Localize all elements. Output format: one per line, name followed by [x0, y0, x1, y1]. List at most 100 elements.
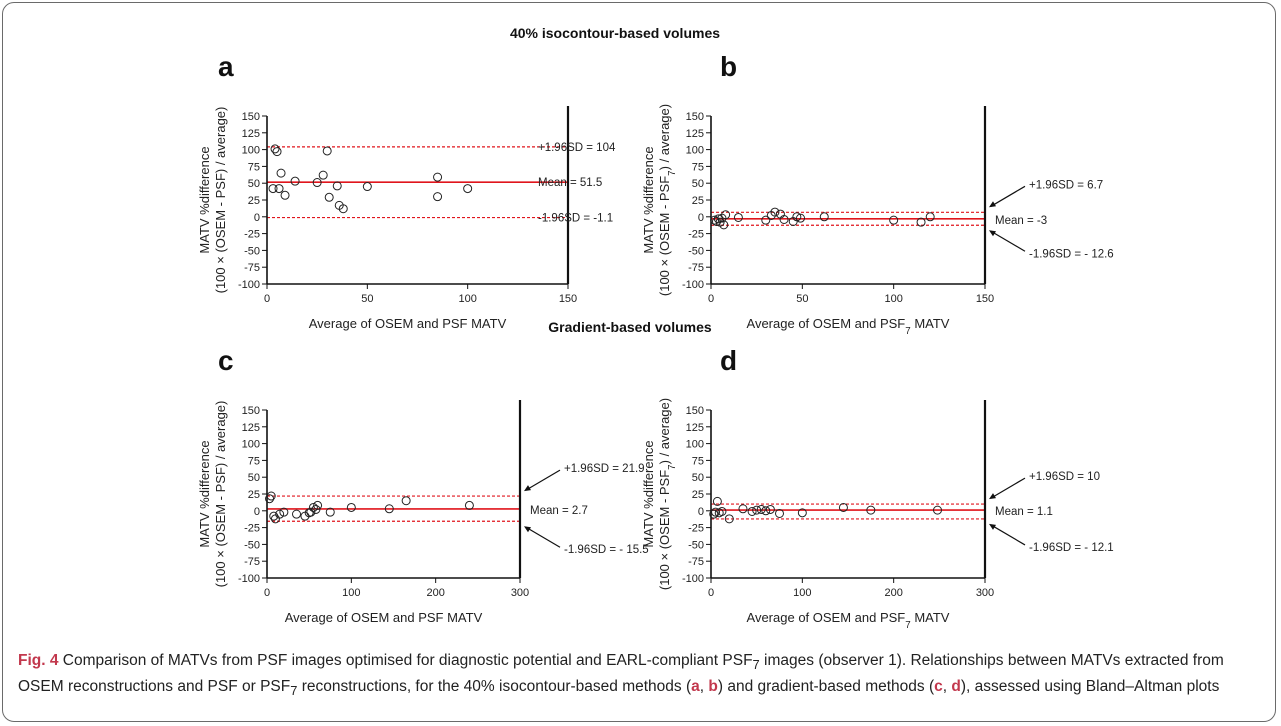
y-tick-label: 150	[242, 405, 260, 417]
upper-arrow	[990, 477, 1026, 499]
section-title-gradient: Gradient-based volumes	[548, 319, 712, 335]
x-tick-label: 200	[426, 587, 444, 599]
lower-arrow	[990, 524, 1026, 546]
y-tick-label: 125	[242, 128, 260, 140]
caption-text: Comparison of MATVs from PSF images opti…	[18, 652, 1224, 699]
upper-limit-label: +1.96SD = 104	[538, 142, 616, 154]
x-tick-label: 150	[559, 293, 577, 305]
x-tick-label: 150	[976, 293, 994, 305]
y-tick-label: 150	[242, 111, 260, 123]
y-tick-label: 0	[254, 212, 260, 224]
panel-letter: a	[218, 51, 234, 82]
figure-caption: Fig. 4 Comparison of MATVs from PSF imag…	[18, 650, 1263, 702]
data-point	[933, 505, 943, 515]
data-point	[463, 184, 473, 194]
x-tick-label: 100	[458, 293, 476, 305]
x-tick-label: 0	[264, 587, 270, 599]
data-point	[761, 506, 771, 516]
data-point	[712, 496, 722, 506]
y-tick-label: 25	[692, 195, 704, 207]
y-tick-label: 0	[698, 506, 704, 518]
y-tick-label: -50	[244, 539, 260, 551]
y-tick-label: 0	[698, 212, 704, 224]
y-tick-label: 150	[686, 405, 704, 417]
charts-layer: a -100 -75 -50 -25 0 25 50 75 100 125 150 0 50 100 150 A…	[197, 51, 1114, 631]
y-tick-label: -25	[244, 523, 260, 535]
panel-letter: d	[720, 345, 737, 376]
y-axis-label: MATV %difference	[641, 146, 656, 253]
lower-limit-label: -1.96SD = -1.1	[538, 213, 613, 225]
mean-label: Mean = -3	[995, 215, 1047, 227]
data-point	[925, 212, 935, 222]
y-tick-label: -75	[244, 556, 260, 568]
y-tick-label: -50	[244, 245, 260, 257]
lower-limit-label: -1.96SD = - 12.6	[1029, 248, 1114, 260]
data-point	[362, 182, 372, 192]
y-axis-label: (100 × (OSEM - PSF) / average)	[213, 107, 228, 294]
upper-limit-label: +1.96SD = 10	[1029, 471, 1100, 483]
lower-limit-label: -1.96SD = - 12.1	[1029, 542, 1114, 554]
data-point	[324, 192, 334, 202]
data-point	[719, 220, 729, 230]
x-tick-label: 50	[361, 293, 373, 305]
data-point	[268, 184, 278, 194]
y-tick-label: 125	[686, 128, 704, 140]
data-point	[779, 214, 789, 224]
y-tick-label: 50	[248, 472, 260, 484]
y-tick-label: 50	[692, 178, 704, 190]
data-point	[756, 504, 766, 514]
y-tick-label: 25	[248, 195, 260, 207]
data-point	[318, 170, 328, 180]
data-point	[433, 172, 443, 182]
y-tick-label: 75	[692, 161, 704, 173]
y-tick-label: -75	[244, 262, 260, 274]
upper-arrow-head	[989, 493, 996, 500]
y-tick-label: 50	[248, 178, 260, 190]
section-title-isocontour: 40% isocontour-based volumes	[510, 25, 720, 41]
upper-limit-label: +1.96SD = 6.7	[1029, 179, 1103, 191]
mean-label: Mean = 51.5	[538, 177, 602, 189]
data-point	[306, 507, 316, 517]
chart-panel-b: b -100 -75 -50 -25 0 25 50 75 100 125 150 0 50 100 150 A…	[641, 51, 1114, 337]
y-tick-label: 125	[686, 422, 704, 434]
data-point	[866, 505, 876, 515]
chart-panel-a: a -100 -75 -50 -25 0 25 50 75 100 125 150 0 50 100 150 A…	[197, 51, 616, 331]
x-tick-label: 100	[342, 587, 360, 599]
data-point	[279, 507, 289, 517]
chart-panel-c: c -100 -75 -50 -25 0 25 50 75 100 125 150 0 100 200 300…	[197, 345, 649, 625]
data-point	[738, 504, 748, 514]
lower-arrow-head	[989, 230, 996, 237]
y-tick-label: 125	[242, 422, 260, 434]
data-point	[308, 502, 318, 512]
x-axis-label: Average of OSEM and PSF MATV	[309, 316, 507, 331]
y-tick-label: 75	[248, 161, 260, 173]
y-axis-label: (100 × (OSEM - PSF) / average)	[213, 401, 228, 588]
data-point	[322, 146, 332, 156]
upper-arrow-head	[524, 485, 531, 492]
data-point	[464, 500, 474, 510]
data-point	[761, 215, 771, 225]
data-point	[311, 504, 321, 514]
y-tick-label: -50	[688, 245, 704, 257]
data-point	[401, 496, 411, 506]
upper-limit-label: +1.96SD = 21.9	[564, 463, 645, 475]
x-tick-label: 0	[708, 293, 714, 305]
mean-label: Mean = 1.1	[995, 506, 1053, 518]
data-point	[276, 168, 286, 178]
y-axis-label: MATV %difference	[197, 146, 212, 253]
data-point	[312, 178, 322, 188]
upper-arrow	[525, 469, 561, 491]
y-tick-label: 0	[254, 506, 260, 518]
data-point	[711, 507, 721, 517]
data-point	[270, 144, 280, 154]
y-tick-label: -50	[688, 539, 704, 551]
x-tick-label: 300	[511, 587, 529, 599]
y-tick-label: 100	[686, 439, 704, 451]
panel-letter: c	[218, 345, 234, 376]
y-tick-label: 50	[692, 472, 704, 484]
data-point	[265, 494, 275, 504]
data-point	[269, 511, 279, 521]
y-tick-label: 100	[686, 145, 704, 157]
